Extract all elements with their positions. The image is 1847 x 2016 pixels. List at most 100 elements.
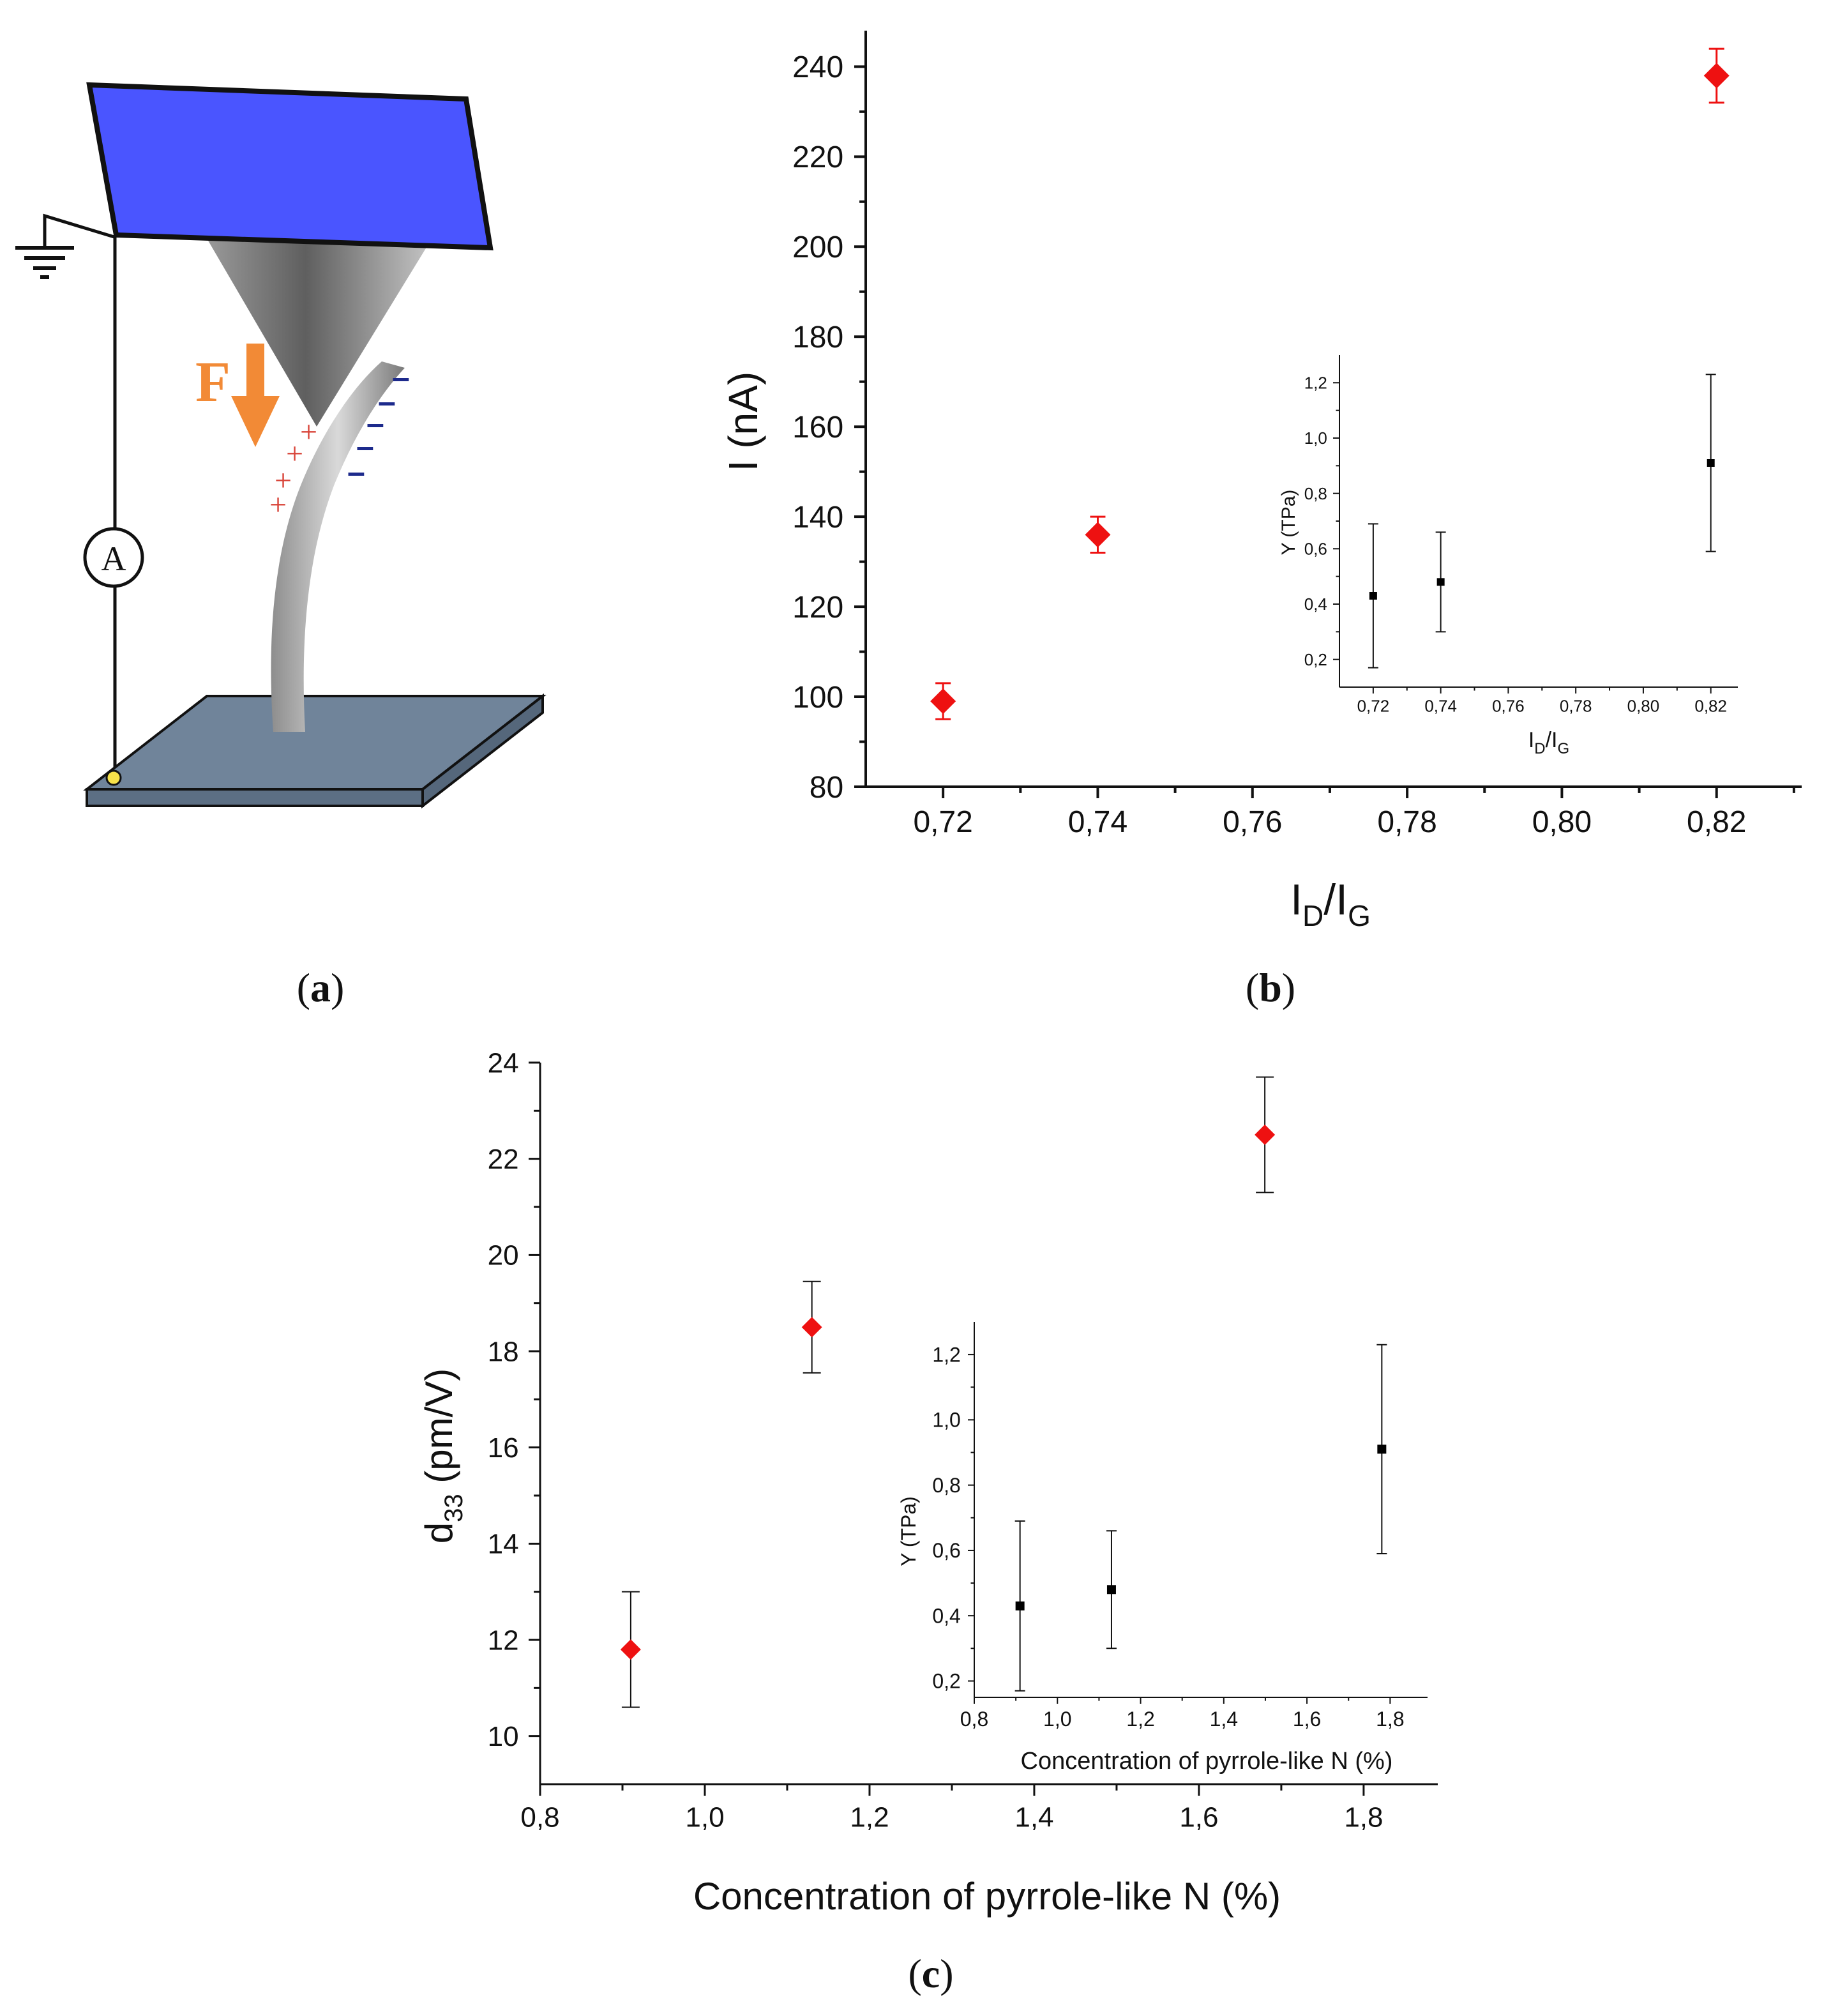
y-tick-label: 18 bbox=[488, 1336, 519, 1367]
minus-sign: – bbox=[347, 454, 365, 490]
x-tick-label: 1,0 bbox=[685, 1801, 724, 1833]
y-tick-label: 16 bbox=[488, 1432, 519, 1464]
y-tick-label: 1,2 bbox=[1304, 373, 1327, 392]
ground-icon bbox=[15, 246, 74, 279]
y-tick-label: 200 bbox=[792, 231, 843, 264]
chart-b-inset-xlabel: ID/IG bbox=[1528, 728, 1569, 757]
y-tick-label: 1,2 bbox=[932, 1343, 960, 1366]
substrate-top bbox=[83, 695, 547, 791]
y-tick-label: 12 bbox=[488, 1625, 519, 1656]
x-tick-label: 1,2 bbox=[1126, 1708, 1154, 1731]
contact-dot bbox=[105, 769, 122, 786]
data-point-diamond bbox=[1085, 522, 1111, 548]
nanowire bbox=[271, 361, 405, 732]
data-point-square bbox=[1369, 592, 1377, 600]
afm-tip bbox=[206, 236, 428, 427]
panel-label-a-letter: a bbox=[310, 965, 331, 1010]
minus-sign: – bbox=[392, 360, 410, 395]
y-tick-label: 120 bbox=[792, 591, 843, 625]
y-tick-label: 10 bbox=[488, 1721, 519, 1752]
y-tick-label: 0,6 bbox=[932, 1539, 960, 1562]
chart-b-xlabel-sub2: G bbox=[1348, 899, 1371, 932]
chart-b-inset-young-modulus: 0,72 0,74 0,76 0,78 0,80 0,82 0,2 0,4 0,6 0,8 1,0 1… bbox=[1304, 355, 1738, 716]
x-tick-label: 1,4 bbox=[1210, 1708, 1238, 1731]
y-tick-label: 80 bbox=[810, 771, 843, 805]
chart-b-ylabel: I (nA) bbox=[720, 372, 766, 471]
data-point-square bbox=[1707, 459, 1715, 467]
data-point-diamond bbox=[1255, 1125, 1276, 1145]
x-tick-label: 0,80 bbox=[1627, 697, 1660, 716]
chart-b-xlabel-sub: D bbox=[1302, 899, 1323, 932]
minus-sign: – bbox=[378, 384, 396, 420]
y-tick-label: 1,0 bbox=[1304, 428, 1327, 448]
y-tick-label: 0,6 bbox=[1304, 539, 1327, 558]
data-point-square bbox=[1106, 1585, 1116, 1595]
chart-c-xlabel: Concentration of pyrrole-like N (%) bbox=[693, 1875, 1281, 1918]
x-tick-label: 1,6 bbox=[1293, 1708, 1321, 1731]
chart-c-ylabel-rest: (pm/V) bbox=[418, 1368, 460, 1494]
chart-b-xlabel-slash: /I bbox=[1323, 875, 1348, 924]
chart-b-current-vs-ratio: 0,72 0,74 0,76 0,78 0,80 0,82 80 100 120 140 160 18… bbox=[792, 31, 1802, 839]
y-tick-label: 140 bbox=[792, 501, 843, 534]
chart-b-inset-ylabel: Y (TPa) bbox=[1278, 490, 1299, 556]
force-label: F bbox=[195, 351, 230, 414]
data-point-diamond bbox=[620, 1639, 641, 1660]
substrate-side bbox=[421, 693, 544, 809]
y-tick-label: 0,2 bbox=[1304, 650, 1327, 669]
chart-c-ylabel-sub: 33 bbox=[440, 1494, 468, 1522]
y-tick-label: 100 bbox=[792, 681, 843, 715]
x-tick-label: 0,74 bbox=[1424, 697, 1457, 716]
y-tick-label: 0,4 bbox=[1304, 595, 1327, 614]
plus-sign: + bbox=[300, 415, 317, 449]
panel-label-c-letter: c bbox=[922, 1951, 940, 1996]
plus-sign: + bbox=[286, 437, 303, 471]
ammeter-label: A bbox=[102, 540, 126, 578]
chart-b-inset-xlabel-slash: /I bbox=[1546, 728, 1558, 752]
x-tick-label: 0,76 bbox=[1223, 805, 1282, 839]
x-tick-label: 0,8 bbox=[960, 1708, 988, 1731]
chart-c-d33-vs-concentration: 0,8 1,0 1,2 1,4 1,6 1,8 10 12 14 16 18 20 22 24 bbox=[488, 1047, 1438, 1833]
plus-sign: + bbox=[275, 464, 292, 497]
data-point-diamond bbox=[801, 1317, 822, 1338]
minus-sign: – bbox=[366, 405, 384, 441]
y-tick-label: 160 bbox=[792, 411, 843, 444]
x-tick-label: 1,4 bbox=[1014, 1801, 1053, 1833]
panel-a-schematic: A F bbox=[15, 82, 547, 809]
minus-sign: – bbox=[356, 428, 374, 464]
y-tick-label: 0,4 bbox=[932, 1604, 960, 1627]
x-tick-label: 0,74 bbox=[1068, 805, 1127, 839]
y-tick-label: 24 bbox=[488, 1047, 519, 1079]
ammeter-icon bbox=[83, 527, 144, 588]
chart-b-xlabel: ID/IG bbox=[1290, 875, 1371, 932]
positive-charges: + + + + bbox=[269, 415, 317, 522]
panel-label-a: (a) bbox=[297, 965, 345, 1010]
substrate-front bbox=[86, 788, 424, 807]
x-tick-label: 1,2 bbox=[850, 1801, 889, 1833]
chart-c-ylabel-main: d bbox=[418, 1522, 460, 1543]
x-tick-label: 0,72 bbox=[913, 805, 972, 839]
data-point-diamond bbox=[930, 688, 956, 715]
data-point-diamond bbox=[1703, 63, 1730, 89]
chart-b-xlabel-main: I bbox=[1290, 875, 1302, 924]
chart-c-inset-young-modulus: 0,8 1,0 1,2 1,4 1,6 1,8 0,2 0,4 0,6 0,8 1,0 1,2 bbox=[932, 1322, 1428, 1731]
y-tick-label: 240 bbox=[792, 50, 843, 84]
panel-label-b: (b) bbox=[1246, 965, 1295, 1010]
x-tick-label: 1,8 bbox=[1376, 1708, 1404, 1731]
ground-wire bbox=[43, 213, 117, 246]
x-tick-label: 0,82 bbox=[1694, 697, 1727, 716]
x-tick-label: 0,78 bbox=[1377, 805, 1436, 839]
y-tick-label: 14 bbox=[488, 1529, 519, 1560]
y-tick-label: 0,2 bbox=[932, 1670, 960, 1693]
y-tick-label: 220 bbox=[792, 140, 843, 174]
panel-label-b-letter: b bbox=[1259, 965, 1282, 1010]
chart-c-ylabel: d33 (pm/V) bbox=[418, 1368, 468, 1544]
chart-b-inset-xlabel-sub: D bbox=[1534, 740, 1545, 757]
panel-label-c: (c) bbox=[908, 1951, 953, 1996]
x-tick-label: 0,76 bbox=[1492, 697, 1525, 716]
negative-charges: – – – – – bbox=[347, 360, 410, 490]
x-tick-label: 1,8 bbox=[1344, 1801, 1383, 1833]
x-tick-label: 1,0 bbox=[1043, 1708, 1071, 1731]
y-tick-label: 180 bbox=[792, 321, 843, 354]
chart-b-inset-xlabel-main: I bbox=[1528, 728, 1534, 752]
